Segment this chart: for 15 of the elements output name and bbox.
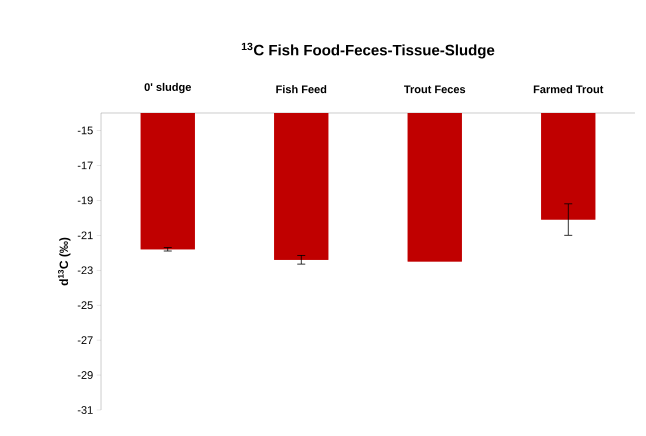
y-axis-title: d$^{13}$C (‰) — [58, 238, 70, 286]
y-tick-label: -19 — [78, 196, 93, 204]
y-tick-label: -25 — [78, 301, 93, 310]
x-tick-label: Fish Feed — [276, 85, 326, 94]
chart-title: $^{13}$C Fish Food-Feces-Tissue-Sludge — [242, 42, 494, 58]
y-tick-label: -27 — [78, 336, 93, 344]
x-tick-label: Farmed Trout — [534, 85, 604, 94]
x-tick-label: 0' sludge — [144, 82, 191, 94]
x-tick-label: Trout Feces — [404, 86, 466, 94]
y-tick-label: -17 — [78, 162, 93, 170]
y-tick-label: -23 — [78, 266, 93, 274]
y-tick-label: -31 — [78, 406, 93, 414]
y-tick-label: -15 — [78, 126, 93, 134]
y-tick-label: -21 — [78, 231, 93, 240]
y-tick-label: -29 — [78, 371, 93, 379]
